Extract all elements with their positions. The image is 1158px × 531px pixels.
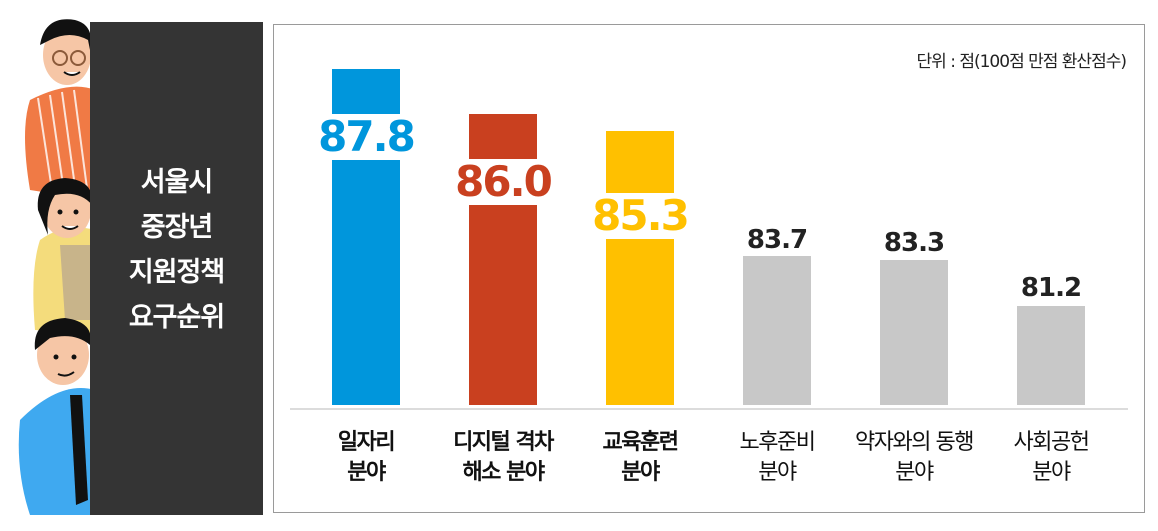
category-label-line: 약자와의 동행	[855, 430, 974, 455]
side-title-line: 중장년	[140, 212, 214, 243]
value-label-social-contribution: 81.2	[1020, 273, 1082, 303]
category-label-jobs: 일자리 분야	[291, 428, 441, 488]
unit-note: 단위 : 점(100점 만점 환산점수)	[916, 52, 1127, 72]
category-label-social-inclusion: 약자와의 동행 분야	[839, 428, 989, 488]
bar-education	[606, 131, 674, 405]
person-yellow-shirt-icon	[33, 178, 95, 335]
category-label-line: 분야	[758, 460, 797, 485]
category-label-line: 분야	[621, 460, 660, 485]
bar-social-contribution	[1017, 306, 1085, 405]
chart-panel: 단위 : 점(100점 만점 환산점수) 87.8 86.0 85.3 83.7…	[273, 24, 1145, 513]
side-title-line: 요구순위	[128, 302, 225, 333]
value-label-education: 85.3	[570, 193, 710, 239]
category-label-line: 해소 분야	[462, 460, 545, 485]
category-label-line: 사회공헌	[1013, 430, 1090, 455]
value-label-social-inclusion: 83.3	[883, 228, 945, 258]
bar-social-inclusion	[880, 260, 948, 405]
category-label-line: 디지털 격차	[453, 430, 554, 455]
value-label-retirement: 83.7	[746, 225, 808, 255]
bar-retirement	[743, 256, 811, 405]
side-title-line: 서울시	[140, 167, 214, 198]
side-title-line: 지원정책	[128, 257, 225, 288]
value-label-digital-divide: 86.0	[433, 159, 573, 205]
category-label-line: 일자리	[337, 430, 396, 455]
category-label-social-contribution: 사회공헌 분야	[976, 428, 1126, 488]
category-label-line: 분야	[347, 460, 386, 485]
side-title: 서울시 중장년 지원정책 요구순위	[90, 160, 263, 340]
category-label-line: 분야	[1032, 460, 1071, 485]
value-label-jobs: 87.8	[296, 114, 436, 160]
category-label-line: 교육훈련	[602, 430, 679, 455]
category-label-line: 분야	[895, 460, 934, 485]
side-title-panel	[90, 22, 263, 515]
category-label-retirement: 노후준비 분야	[702, 428, 852, 488]
category-label-education: 교육훈련 분야	[565, 428, 715, 488]
category-label-digital-divide: 디지털 격차 해소 분야	[428, 428, 578, 488]
category-label-line: 노후준비	[739, 430, 816, 455]
x-axis-baseline	[290, 408, 1128, 410]
